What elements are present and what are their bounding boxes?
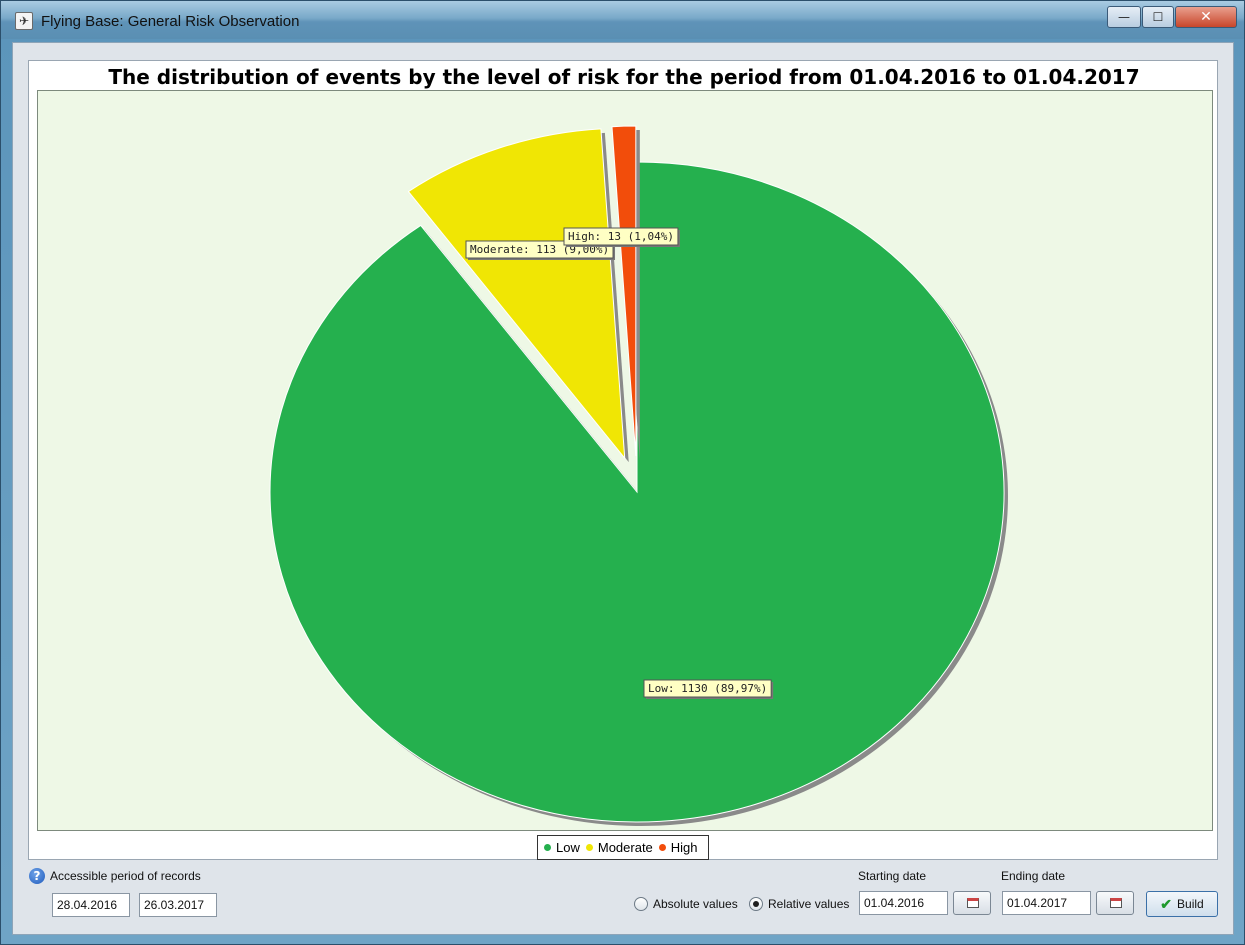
chart-title: The distribution of events by the level … bbox=[108, 65, 1140, 89]
close-button[interactable]: ✕ bbox=[1175, 6, 1237, 28]
legend-item-moderate: Moderate bbox=[585, 840, 653, 855]
relative-values-label[interactable]: Relative values bbox=[768, 897, 850, 911]
pie-slice-moderate[interactable] bbox=[407, 128, 626, 460]
maximize-button[interactable]: ☐ bbox=[1142, 6, 1174, 28]
window-title: Flying Base: General Risk Observation bbox=[41, 13, 300, 30]
accessible-period-label: Accessible period of records bbox=[50, 869, 201, 883]
ending-date-picker-button[interactable] bbox=[1096, 891, 1134, 915]
pie-slice-high[interactable] bbox=[611, 125, 637, 457]
plot-area: Low: 1130 (89,97%) Moderate: 113 (9,00%) H… bbox=[37, 90, 1213, 831]
legend-label: Moderate bbox=[597, 840, 653, 855]
pie-chart: Low: 1130 (89,97%)Moderate: 113 (9,00%)H… bbox=[269, 125, 1008, 827]
help-icon[interactable]: ? bbox=[29, 868, 45, 884]
starting-date-field[interactable]: 01.04.2016 bbox=[859, 891, 948, 915]
starting-date-label: Starting date bbox=[858, 869, 927, 883]
legend-item-high: High bbox=[658, 840, 698, 855]
accessible-to-field: 26.03.2017 bbox=[139, 893, 217, 917]
checkmark-icon: ✔ bbox=[1160, 895, 1173, 912]
build-button-label: Build bbox=[1177, 897, 1204, 911]
legend-dot-icon bbox=[658, 844, 666, 851]
legend-dot-icon bbox=[544, 844, 551, 851]
legend-item-low: Low bbox=[544, 840, 580, 855]
svg-text:Low: 1130 (89,97%): Low: 1130 (89,97%) bbox=[648, 682, 767, 695]
svg-text:High: 13 (1,04%): High: 13 (1,04%) bbox=[568, 230, 674, 243]
minimize-button[interactable]: — bbox=[1107, 6, 1141, 28]
legend-dot-icon bbox=[585, 844, 593, 851]
calendar-icon bbox=[1110, 898, 1122, 908]
pie-slice-low[interactable] bbox=[269, 161, 1005, 823]
ending-date-label: Ending date bbox=[1001, 869, 1066, 883]
chart-legend: Low Moderate High bbox=[537, 835, 709, 860]
legend-label: Low bbox=[556, 840, 580, 855]
absolute-values-label[interactable]: Absolute values bbox=[653, 897, 738, 911]
ending-date-field[interactable]: 01.04.2017 bbox=[1002, 891, 1091, 915]
data-label-high: High: 13 (1,04%) bbox=[563, 227, 680, 247]
calendar-icon bbox=[967, 898, 979, 908]
chart-panel: The distribution of events by the level … bbox=[28, 60, 1218, 860]
airplane-icon: ✈ bbox=[15, 12, 33, 30]
title-bar[interactable]: ✈ Flying Base: General Risk Observation … bbox=[1, 1, 1244, 39]
absolute-values-radio[interactable] bbox=[634, 897, 648, 911]
data-label-low: Low: 1130 (89,97%) bbox=[643, 679, 774, 699]
relative-values-radio[interactable] bbox=[749, 897, 763, 911]
client-area: The distribution of events by the level … bbox=[12, 42, 1234, 935]
accessible-from-field: 28.04.2016 bbox=[52, 893, 130, 917]
build-button[interactable]: ✔ Build bbox=[1146, 891, 1218, 917]
starting-date-picker-button[interactable] bbox=[953, 891, 991, 915]
legend-label: High bbox=[670, 840, 698, 855]
